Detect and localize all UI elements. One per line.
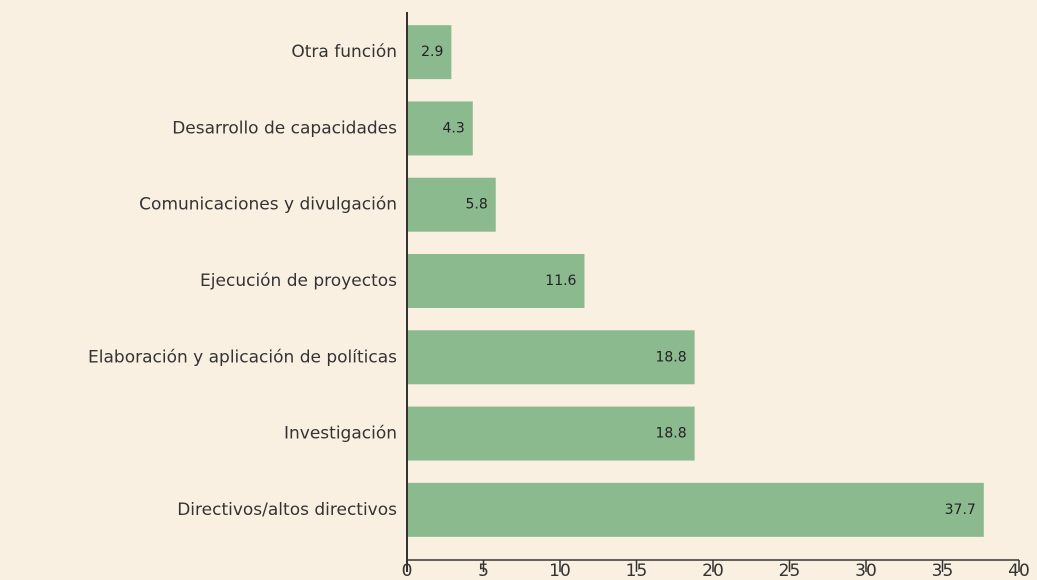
data-label: 18.8 bbox=[655, 426, 686, 442]
y-tick-label: Elaboración y aplicación de políticas bbox=[88, 347, 397, 367]
data-label: 2.9 bbox=[421, 44, 443, 60]
data-label: 5.8 bbox=[465, 197, 487, 213]
data-label: 37.7 bbox=[945, 502, 976, 518]
x-tick-label: 15 bbox=[626, 561, 648, 580]
bar bbox=[407, 25, 452, 80]
y-tick-label: Ejecución de proyectos bbox=[200, 271, 397, 291]
y-tick-label: Desarrollo de capacidades bbox=[172, 118, 397, 138]
x-tick-label: 25 bbox=[779, 561, 801, 580]
bar bbox=[407, 101, 473, 156]
data-label: 11.6 bbox=[545, 273, 576, 289]
bar bbox=[407, 330, 695, 385]
bar bbox=[407, 482, 984, 537]
x-tick-label: 20 bbox=[702, 561, 724, 580]
y-tick-label: Directivos/altos directivos bbox=[177, 500, 397, 520]
x-tick-label: 35 bbox=[932, 561, 954, 580]
bar bbox=[407, 254, 585, 308]
y-tick-label: Investigación bbox=[284, 424, 397, 444]
y-tick-label: Comunicaciones y divulgación bbox=[139, 195, 397, 215]
data-label: 18.8 bbox=[655, 349, 686, 365]
x-tick-label: 30 bbox=[855, 561, 877, 580]
bar bbox=[407, 406, 695, 461]
x-tick-label: 5 bbox=[478, 561, 489, 580]
bar bbox=[407, 177, 496, 232]
y-tick-label: Otra función bbox=[291, 42, 397, 62]
data-label: 4.3 bbox=[443, 120, 465, 136]
x-tick-label: 40 bbox=[1008, 561, 1030, 580]
x-tick-label: 10 bbox=[549, 561, 571, 580]
